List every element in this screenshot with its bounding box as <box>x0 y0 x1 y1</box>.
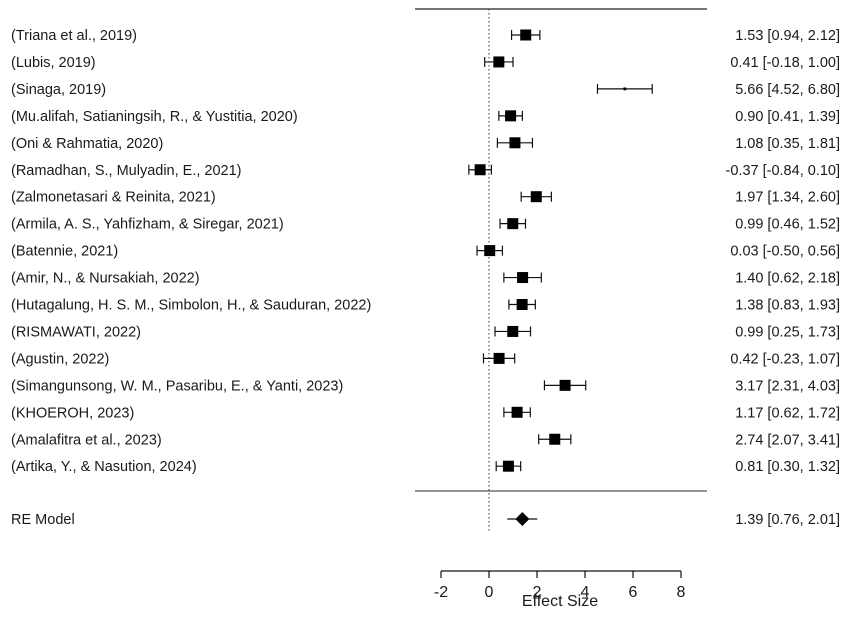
summary-ci-label: 1.39 [0.76, 2.01] <box>735 512 840 528</box>
x-tick-label: 2 <box>533 584 542 601</box>
study-row: (Ramadhan, S., Mulyadin, E., 2021) -0.37 … <box>11 163 840 179</box>
ci-value-label: 1.40 [0.62, 2.18] <box>735 271 840 287</box>
point-estimate <box>511 406 523 418</box>
point-estimate <box>502 460 514 472</box>
study-rows: (Triana et al., 2019) 1.53 [0.94, 2.12] (L… <box>11 28 840 475</box>
study-row: (Batennie, 2021) 0.03 [-0.50, 0.56] <box>11 244 840 260</box>
study-row: (Amir, N., & Nursakiah, 2022) 1.40 [0.62,… <box>11 271 840 287</box>
study-label: (Zalmonetasari & Reinita, 2021) <box>11 190 216 206</box>
study-row: (Zalmonetasari & Reinita, 2021) 1.97 [1.3… <box>11 190 840 206</box>
point-estimate <box>516 299 528 310</box>
x-tick-label: 0 <box>485 584 494 601</box>
x-tick-label: 8 <box>677 584 686 601</box>
study-row: (KHOEROH, 2023) 1.17 [0.62, 1.72] <box>11 405 840 421</box>
study-row: (Hutagalung, H. S. M., Simbolon, H., & S… <box>11 298 840 314</box>
ci-value-label: 0.99 [0.25, 1.73] <box>735 324 840 340</box>
point-estimate <box>530 191 542 203</box>
x-axis-title: Effect Size <box>522 593 598 610</box>
study-label: (Amalafitra et al., 2023) <box>11 432 162 448</box>
plot-frame <box>415 8 707 533</box>
study-label: (Simangunsong, W. M., Pasaribu, E., & Ya… <box>11 378 343 394</box>
study-label: (Hutagalung, H. S. M., Simbolon, H., & S… <box>11 298 371 314</box>
study-label: (Amir, N., & Nursakiah, 2022) <box>11 271 200 287</box>
ci-value-label: 0.90 [0.41, 1.39] <box>735 109 840 125</box>
x-axis: -2 0 2 4 6 8 <box>434 570 686 601</box>
study-label: (Artika, Y., & Nasution, 2024) <box>11 459 197 475</box>
x-tick-label: -2 <box>434 584 448 601</box>
summary-row: RE Model 1.39 [0.76, 2.01] <box>11 512 840 528</box>
ci-value-label: 1.97 [1.34, 2.60] <box>735 190 840 206</box>
study-row: (Mu.alifah, Satianingsih, R., & Yustitia… <box>11 109 840 125</box>
ci-value-label: 1.17 [0.62, 1.72] <box>735 405 840 421</box>
point-estimate <box>509 137 521 149</box>
summary-diamond <box>515 512 530 526</box>
study-label: (Ramadhan, S., Mulyadin, E., 2021) <box>11 163 242 179</box>
ci-value-label: 0.41 [-0.18, 1.00] <box>730 55 840 71</box>
x-tick-label: 4 <box>581 584 590 601</box>
point-estimate <box>474 164 486 176</box>
point-estimate <box>493 56 505 68</box>
study-label: (Agustin, 2022) <box>11 351 109 367</box>
study-row: (Simangunsong, W. M., Pasaribu, E., & Ya… <box>11 378 840 394</box>
study-label: (Armila, A. S., Yahfizham, & Siregar, 20… <box>11 217 284 233</box>
ci-value-label: 0.81 [0.30, 1.32] <box>735 459 840 475</box>
study-row: (Oni & Rahmatia, 2020) 1.08 [0.35, 1.81] <box>11 136 840 152</box>
ci-value-label: 5.66 [4.52, 6.80] <box>735 82 840 98</box>
study-row: (Agustin, 2022) 0.42 [-0.23, 1.07] <box>11 351 840 367</box>
study-label: (RISMAWATI, 2022) <box>11 324 141 340</box>
point-estimate <box>505 110 517 122</box>
ci-value-label: 1.38 [0.83, 1.93] <box>735 298 840 314</box>
summary-label: RE Model <box>11 512 75 528</box>
point-estimate <box>549 433 561 445</box>
study-label: (Oni & Rahmatia, 2020) <box>11 136 163 152</box>
point-estimate <box>520 29 532 41</box>
point-estimate <box>484 245 496 257</box>
study-label: (Triana et al., 2019) <box>11 28 137 44</box>
ci-value-label: 1.53 [0.94, 2.12] <box>735 28 840 44</box>
study-label: (Sinaga, 2019) <box>11 82 106 98</box>
point-estimate <box>493 352 505 364</box>
study-row: (Lubis, 2019) 0.41 [-0.18, 1.00] <box>11 55 840 71</box>
ci-value-label: 1.08 [0.35, 1.81] <box>735 136 840 152</box>
x-tick-label: 6 <box>629 584 638 601</box>
study-row: (Amalafitra et al., 2023) 2.74 [2.07, 3.4… <box>11 432 840 448</box>
study-row: (Artika, Y., & Nasution, 2024) 0.81 [0.30… <box>11 459 840 475</box>
ci-value-label: 3.17 [2.31, 4.03] <box>735 378 840 394</box>
point-estimate <box>517 272 529 284</box>
study-label: (Lubis, 2019) <box>11 55 96 71</box>
ci-value-label: 0.03 [-0.50, 0.56] <box>730 244 840 260</box>
study-label: (Batennie, 2021) <box>11 244 118 260</box>
point-estimate <box>507 325 519 337</box>
study-row: (Sinaga, 2019) 5.66 [4.52, 6.80] <box>11 82 840 98</box>
ci-value-label: -0.37 [-0.84, 0.10] <box>726 163 840 179</box>
study-row: (Armila, A. S., Yahfizham, & Siregar, 20… <box>11 217 840 233</box>
study-row: (RISMAWATI, 2022) 0.99 [0.25, 1.73] <box>11 324 840 340</box>
study-label: (KHOEROH, 2023) <box>11 405 134 421</box>
ci-value-label: 0.99 [0.46, 1.52] <box>735 217 840 233</box>
study-label: (Mu.alifah, Satianingsih, R., & Yustitia… <box>11 109 298 125</box>
study-row: (Triana et al., 2019) 1.53 [0.94, 2.12] <box>11 28 840 44</box>
ci-value-label: 0.42 [-0.23, 1.07] <box>730 351 840 367</box>
point-estimate <box>623 87 627 91</box>
point-estimate <box>559 379 571 391</box>
point-estimate <box>507 218 519 230</box>
ci-value-label: 2.74 [2.07, 3.41] <box>735 432 840 448</box>
